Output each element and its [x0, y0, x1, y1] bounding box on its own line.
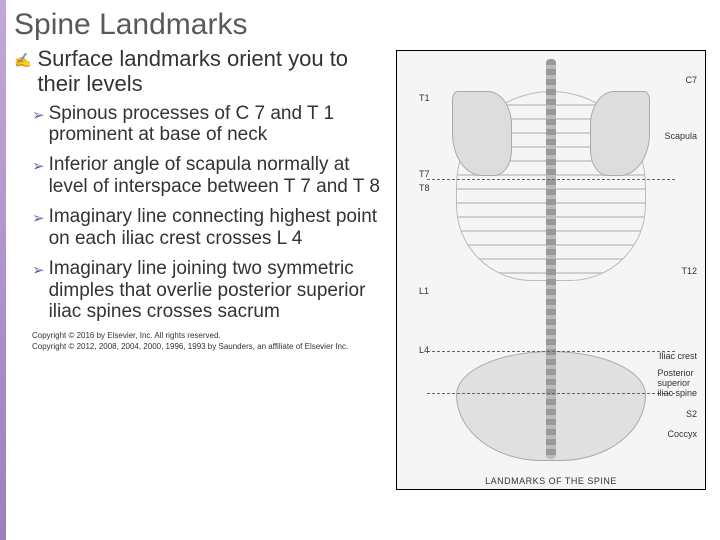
copyright-line: Copyright © 2012, 2008, 2004, 2000, 1996… [32, 342, 392, 352]
chevron-icon: ➢ [32, 261, 45, 279]
label-t8: T8 [419, 183, 430, 193]
bullet-icon: ✍ [14, 52, 31, 69]
label-l4: L4 [419, 345, 429, 355]
label-psis: Posterior superior iliac spine [657, 369, 697, 399]
label-t7: T7 [419, 169, 430, 179]
chevron-icon: ➢ [32, 157, 45, 175]
spine-figure: C7 T1 Scapula T7 T8 T12 L1 L4 Iliac cres… [396, 50, 706, 490]
accent-bar [0, 0, 6, 540]
copyright-block: Copyright © 2016 by Elsevier, Inc. All r… [14, 331, 392, 352]
content-area: ✍ Surface landmarks orient you to their … [0, 46, 720, 490]
label-iliac: Iliac crest [659, 351, 697, 361]
sub-bullet: ➢ Spinous processes of C 7 and T 1 promi… [32, 103, 392, 147]
main-bullet-text: Surface landmarks orient you to their le… [37, 46, 392, 97]
label-scapula: Scapula [664, 131, 697, 141]
sub-bullet: ➢ Imaginary line connecting highest poin… [32, 206, 392, 250]
label-l1: L1 [419, 286, 429, 296]
label-s2: S2 [686, 409, 697, 419]
text-column: ✍ Surface landmarks orient you to their … [14, 46, 396, 490]
sub-bullet-text: Imaginary line joining two symmetric dim… [49, 258, 392, 324]
label-t1: T1 [419, 93, 430, 103]
copyright-line: Copyright © 2016 by Elsevier, Inc. All r… [32, 331, 392, 341]
dash-sacrum [427, 393, 675, 394]
scapula-left-shape [452, 91, 512, 176]
scapula-right-shape [590, 91, 650, 176]
label-c7: C7 [685, 75, 697, 85]
sub-bullet-text: Inferior angle of scapula normally at le… [49, 154, 392, 198]
spine-shape [546, 59, 556, 459]
label-coccyx: Coccyx [667, 429, 697, 439]
sub-bullet-text: Spinous processes of C 7 and T 1 promine… [49, 103, 392, 147]
chevron-icon: ➢ [32, 209, 45, 227]
sub-bullet: ➢ Inferior angle of scapula normally at … [32, 154, 392, 198]
dash-t7t8 [427, 179, 675, 180]
main-bullet: ✍ Surface landmarks orient you to their … [14, 46, 392, 97]
sub-bullet-text: Imaginary line connecting highest point … [49, 206, 392, 250]
slide-title: Spine Landmarks [0, 0, 720, 46]
figure-caption: LANDMARKS OF THE SPINE [397, 476, 705, 486]
chevron-icon: ➢ [32, 106, 45, 124]
label-t12: T12 [681, 266, 697, 276]
sub-bullet: ➢ Imaginary line joining two symmetric d… [32, 258, 392, 324]
dash-l4 [427, 351, 675, 352]
figure-column: C7 T1 Scapula T7 T8 T12 L1 L4 Iliac cres… [396, 46, 706, 490]
